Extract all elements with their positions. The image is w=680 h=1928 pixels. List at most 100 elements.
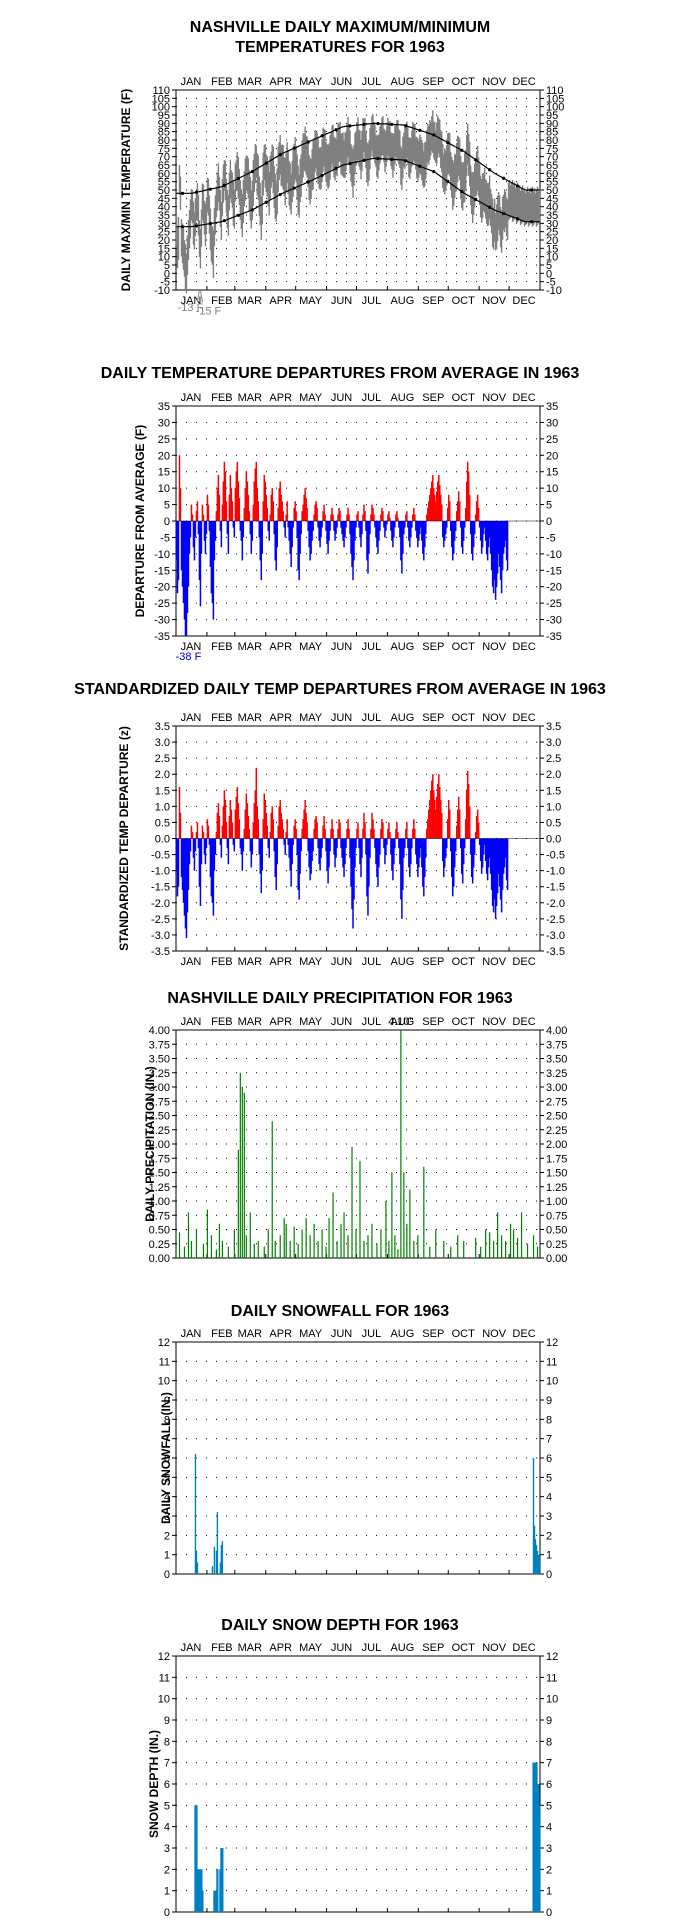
normal-max-marker (194, 190, 199, 194)
depth-chart-title: DAILY SNOW DEPTH FOR 1963 (221, 1617, 459, 1634)
normal-max-marker (180, 191, 185, 195)
month-label-top: JUL (362, 1016, 382, 1028)
dep-panel: DAILY TEMPERATURE DEPARTURES FROM AVERAG… (0, 346, 680, 666)
month-label-bottom: OCT (452, 956, 476, 968)
y-tick-label-left: 0 (164, 1907, 170, 1919)
month-label-top: JUN (331, 1016, 352, 1028)
y-tick-label-right: -25 (546, 598, 562, 610)
y-tick-label-left: 2.75 (149, 1096, 170, 1108)
month-label-bottom: MAY (299, 956, 323, 968)
y-tick-label-left: 7 (164, 1434, 170, 1446)
month-label-bottom: MAY (299, 295, 323, 307)
y-tick-label-right: 45 (546, 193, 558, 205)
month-label-top: MAR (238, 712, 263, 724)
normal-min-marker (418, 164, 422, 168)
y-tick-label-right: 7 (546, 1758, 552, 1770)
y-tick-label-right: 10 (546, 1376, 558, 1388)
y-tick-label-right: 70 (546, 152, 558, 164)
y-tick-label-left: 1.25 (149, 1182, 170, 1194)
y-tick-label-left: -15 (154, 565, 170, 577)
y-tick-label-right: 10 (546, 483, 558, 495)
y-tick-label-left: -0.5 (151, 850, 170, 862)
y-tick-label-left: 3.25 (149, 1068, 170, 1080)
normal-max-marker (390, 122, 394, 126)
normal-min-marker (460, 189, 464, 194)
month-label-top: DEC (512, 712, 535, 724)
normal-max-marker (418, 128, 422, 132)
y-tick-label-left: 1 (164, 1550, 170, 1562)
y-tick-label-right: 6 (546, 1453, 552, 1465)
month-label-bottom: OCT (452, 295, 476, 307)
month-label-bottom: FEB (211, 641, 232, 653)
month-label-bottom: MAY (299, 641, 323, 653)
y-tick-label-right: 20 (546, 450, 558, 462)
y-tick-label-left: 25 (158, 434, 170, 446)
y-tick-label-right: -5 (546, 532, 556, 544)
y-tick-label-right: 3.75 (546, 1039, 567, 1051)
month-label-top: NOV (482, 1016, 507, 1028)
plot-frame (175, 1655, 541, 1913)
y-tick-label-right: -30 (546, 615, 562, 627)
month-label-top: NOV (482, 1642, 507, 1654)
y-tick-label-right: 3.5 (546, 721, 561, 733)
y-tick-label-right: 0.25 (546, 1239, 567, 1251)
month-label-top: MAY (299, 76, 323, 88)
normal-min-marker (376, 156, 380, 161)
y-tick-label-right: 4 (546, 1822, 552, 1834)
y-tick-label-right: 5 (546, 260, 552, 272)
normal-min-marker (502, 211, 506, 216)
y-tick-label-right: 5 (546, 500, 552, 512)
y-tick-label-right: -3.5 (546, 946, 565, 958)
y-tick-label-left: 3.00 (149, 1082, 170, 1094)
y-tick-label-left: -5 (160, 277, 170, 289)
normal-max-marker (515, 184, 520, 188)
y-tick-label-right: 20 (546, 235, 558, 247)
y-tick-label-right: 2.75 (546, 1096, 567, 1108)
dep-chart-svg: -35 -35 -30 -30 -25 -25 -20 -20 -15 -15 -10 -10 -5 -5… (133, 392, 562, 663)
month-label-bottom: JUL (362, 295, 382, 307)
month-label-top: JUL (362, 76, 382, 88)
month-label-top: MAY (299, 712, 323, 724)
month-label-top: MAR (238, 76, 263, 88)
y-tick-label-left: 60 (158, 168, 170, 180)
normal-max-marker (460, 148, 464, 152)
normal-max-marker (278, 153, 282, 157)
y-tick-label-left: 0.00 (149, 1253, 170, 1265)
normal-max-marker (404, 124, 408, 128)
y-tick-label-left: -20 (154, 582, 170, 594)
y-tick-label-right: -10 (546, 285, 562, 297)
y-tick-label-left: 8 (164, 1414, 170, 1426)
normal-min-marker (180, 225, 185, 229)
month-label-top: OCT (452, 1328, 476, 1340)
month-label-bottom: OCT (452, 641, 476, 653)
record-low-annotation: -13 F (178, 302, 204, 314)
std-chart-svg: -3.5 -3.5 -3.0 -3.0 -2.5 -2.5 -2.0 -2.0 -1.5 -1.5… (117, 712, 565, 968)
month-label-top: JAN (181, 1328, 202, 1340)
normal-max-marker (502, 176, 506, 180)
month-label-top: AUG (390, 76, 414, 88)
y-tick-label-right: 0.00 (546, 1253, 567, 1265)
y-tick-label-left: 5 (164, 1472, 170, 1484)
month-label-top: DEC (512, 76, 535, 88)
month-label-bottom: DEC (512, 956, 535, 968)
month-label-bottom: SEP (422, 641, 444, 653)
month-label-bottom: DEC (512, 295, 535, 307)
month-label-top: DEC (512, 1642, 535, 1654)
y-tick-label-left: 0.50 (149, 1225, 170, 1237)
normal-min-marker (348, 161, 352, 166)
plot-frame (175, 1341, 541, 1575)
month-label-top: JAN (181, 712, 202, 724)
normal-max-marker (432, 133, 436, 137)
y-tick-label-right: 1.75 (546, 1153, 567, 1165)
month-label-bottom: MAR (238, 641, 263, 653)
y-tick-label-right: 2.5 (546, 753, 561, 765)
month-label-top: APR (269, 1328, 292, 1340)
y-tick-label-right: 9 (546, 1395, 552, 1407)
y-tick-label-left: 9 (164, 1395, 170, 1407)
y-tick-label-left: 1.00 (149, 1196, 170, 1208)
y-tick-label-right: 0.50 (546, 1225, 567, 1237)
y-tick-label-right: 4 (546, 1492, 552, 1504)
month-label-top: JAN (181, 1642, 202, 1654)
y-tick-label-left: 2.25 (149, 1125, 170, 1137)
